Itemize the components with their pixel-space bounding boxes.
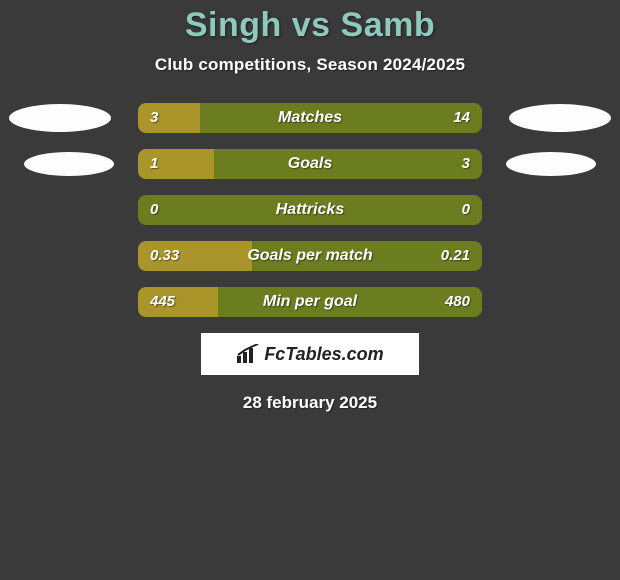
compare-area: Matches314 Goals13 Hattricks00 Goals per ma… xyxy=(0,103,620,317)
bar-track xyxy=(138,103,482,133)
bar-right xyxy=(138,195,482,225)
bar-right xyxy=(200,103,482,133)
brand-text: FcTables.com xyxy=(264,344,383,365)
stat-row: Matches314 xyxy=(0,103,620,133)
player-marker-left xyxy=(9,104,111,132)
bar-left xyxy=(138,149,214,179)
bar-track xyxy=(138,149,482,179)
bar-right xyxy=(218,287,482,317)
player-left-name: Singh xyxy=(185,6,282,44)
stat-row: Hattricks00 xyxy=(0,195,620,225)
bar-track xyxy=(138,195,482,225)
brand-box: FcTables.com xyxy=(201,333,419,375)
bar-left xyxy=(138,287,218,317)
bar-right xyxy=(252,241,482,271)
stat-row: Min per goal445480 xyxy=(0,287,620,317)
bar-left xyxy=(138,241,252,271)
player-marker-right xyxy=(509,104,611,132)
page-root: Singh vs Samb Club competitions, Season … xyxy=(0,0,620,580)
player-marker-left xyxy=(24,152,114,176)
bar-track xyxy=(138,287,482,317)
bar-right xyxy=(214,149,482,179)
vs-word: vs xyxy=(292,6,331,44)
bar-left xyxy=(138,103,200,133)
stat-row: Goals13 xyxy=(0,149,620,179)
footer-date: 28 february 2025 xyxy=(0,393,620,413)
stat-row: Goals per match0.330.21 xyxy=(0,241,620,271)
player-marker-right xyxy=(506,152,596,176)
bar-track xyxy=(138,241,482,271)
brand-chart-icon xyxy=(236,344,260,364)
player-right-name: Samb xyxy=(341,6,436,44)
subtitle: Club competitions, Season 2024/2025 xyxy=(0,55,620,75)
page-title: Singh vs Samb xyxy=(0,0,620,45)
